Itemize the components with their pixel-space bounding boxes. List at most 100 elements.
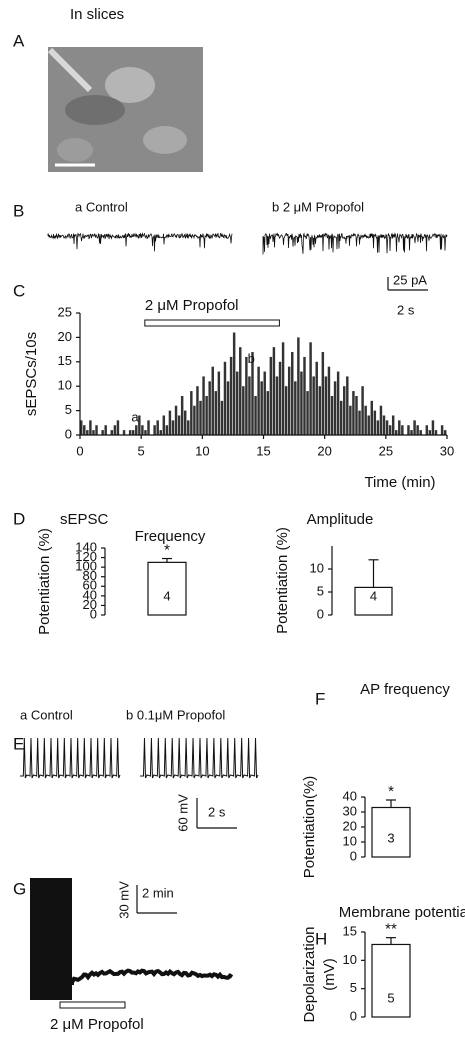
drug-label: 2 μM Propofol [50,1016,144,1033]
bar [291,352,294,435]
x-axis-label: Time (min) [364,474,435,491]
bar [162,415,166,435]
y-tick-label: 0 [65,426,72,441]
bar [86,430,89,435]
scale-label: 2 min [142,885,174,900]
bar [370,400,373,435]
bar [183,410,187,435]
bar [413,420,416,435]
bar [239,347,242,435]
bar [196,386,199,435]
y-axis-label: Depolarization [301,927,318,1023]
bar [269,356,273,435]
x-tick-label: 0 [76,443,83,458]
significance: * [164,541,170,558]
bar [141,425,144,435]
drug-bar [59,1001,126,1009]
bar [205,395,208,435]
y-tick-label: 40 [83,587,97,602]
y-tick-label: 5 [350,980,357,995]
bar [165,425,169,435]
bar [303,356,306,435]
bar [214,391,218,435]
bar [131,430,135,435]
bar [327,366,331,435]
bar [251,352,254,435]
bar [343,386,346,435]
bar [128,430,132,435]
bar [174,405,178,435]
bar [355,395,358,435]
trace [30,878,72,1000]
panel-letter: H [315,929,327,948]
bar [371,806,411,858]
y-tick-label: 120 [75,549,97,564]
x-tick-label: 20 [317,443,331,458]
bar [220,400,224,435]
x-tick-label: 5 [138,443,145,458]
bar [147,420,150,435]
bar [229,356,233,435]
bar [190,391,193,435]
bar [171,420,175,435]
bar [153,425,156,435]
bar [110,430,114,435]
y-tick-label: 25 [58,304,72,319]
caption: In slices [70,6,124,23]
bar [226,381,230,435]
bar [440,425,444,435]
y-tick-label: 10 [343,952,357,967]
bar [202,376,205,435]
bar [346,376,349,435]
bar [287,366,291,435]
bar [113,425,117,435]
bar [379,405,383,435]
trace [47,232,233,252]
bar [278,361,282,435]
y-tick-label: 10 [343,833,357,848]
n-label: 4 [163,588,170,603]
y-tick-label: 10 [58,378,72,393]
bar [104,425,107,435]
significance: * [388,783,394,800]
bar [208,381,211,435]
chart-title: Membrane potential [339,904,465,921]
micrograph [47,47,203,172]
bar [388,425,392,435]
bar [180,395,184,435]
chart-title: Amplitude [307,511,374,528]
bar [339,400,343,435]
bar [434,430,438,435]
bar [371,943,411,1018]
y-axis-label: (mV) [321,958,338,991]
x-tick-label: 10 [195,443,209,458]
bar [144,430,147,435]
y-tick-label: 20 [58,329,72,344]
bar [260,381,263,435]
scale-label: 30 mV [116,881,131,919]
bar [416,425,419,435]
bar [248,376,251,435]
bar [257,366,260,435]
bar [431,420,435,435]
y-axis-label: Potentiation(%) [301,776,318,879]
bar [223,361,227,435]
bar [321,352,325,435]
scale-label: 2 s [397,302,415,317]
y-tick-label: 60 [83,578,97,593]
bar [315,361,318,435]
scale-label: 25 pA [393,272,427,287]
bar [330,395,334,435]
bar [306,391,309,435]
y-tick-label: 80 [83,568,97,583]
scale-bar [196,798,237,829]
trace [262,232,448,255]
drug-bar [144,319,280,327]
y-tick-label: 20 [343,818,357,833]
x-tick-label: 25 [379,443,393,458]
bar [263,371,266,435]
y-tick-label: 15 [58,353,72,368]
y-tick-label: 15 [343,923,357,938]
bar [410,430,413,435]
